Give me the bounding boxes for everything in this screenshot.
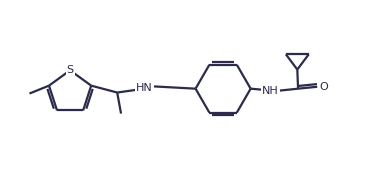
Text: NH: NH	[262, 86, 279, 96]
Text: S: S	[67, 65, 74, 75]
Text: O: O	[320, 82, 328, 92]
Text: HN: HN	[136, 83, 153, 93]
